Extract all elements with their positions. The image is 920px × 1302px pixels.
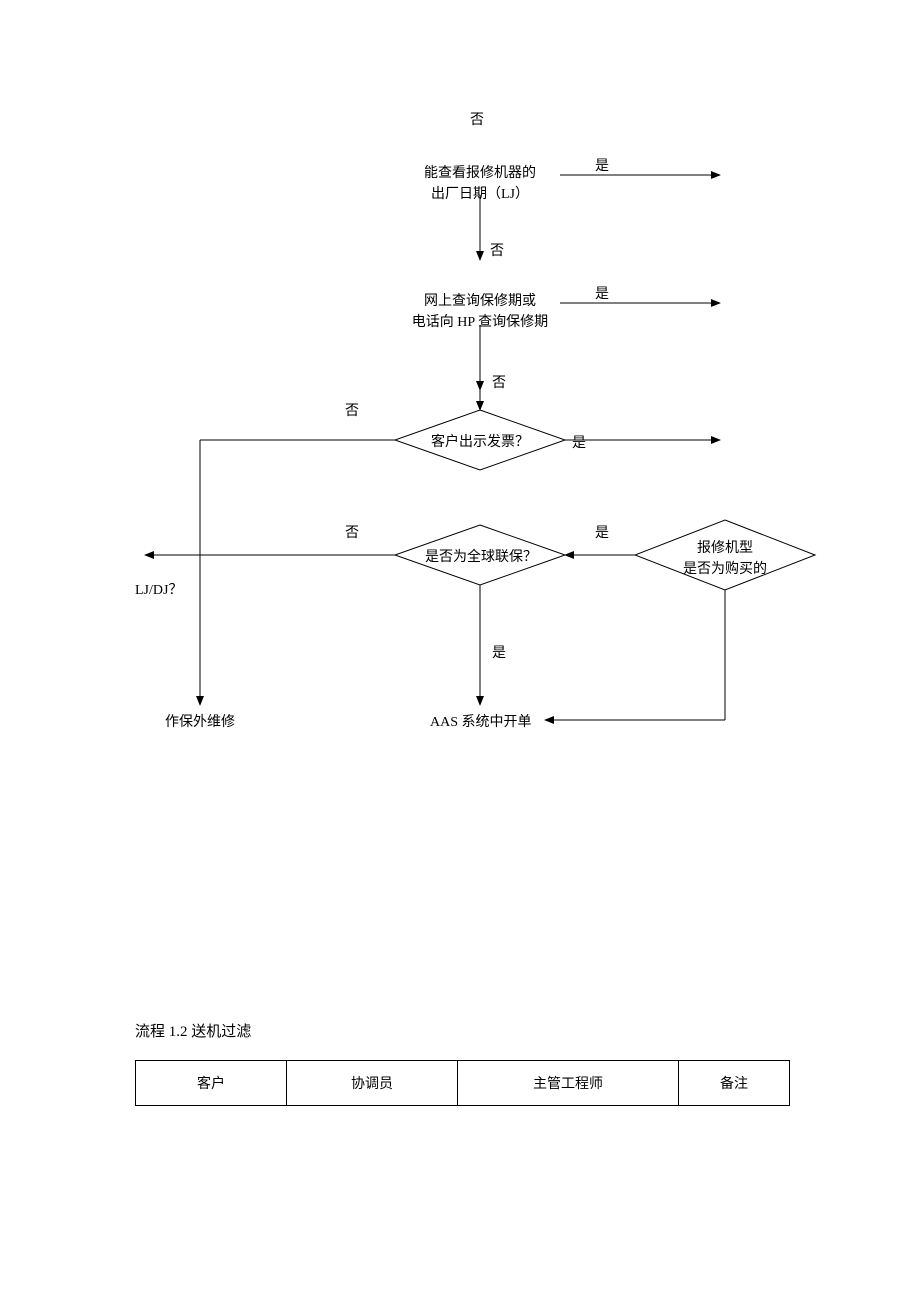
node-online-query: 网上查询保修期或 电话向 HP 查询保修期: [406, 291, 554, 333]
table-header-cell: 备注: [679, 1061, 790, 1106]
label-online-query-yes: 是: [595, 283, 609, 303]
page-canvas: 否 能查看报修机器的 出厂日期（LJ） 是 否 网上查询保修期或 电话向 HP …: [0, 0, 920, 1302]
header-table: 客户协调员主管工程师备注: [135, 1060, 790, 1106]
label-factory-date-yes: 是: [595, 155, 609, 175]
label-top-no: 否: [470, 110, 484, 131]
node-global: 是否为全球联保？: [425, 547, 535, 568]
section-title: 流程 1.2 送机过滤: [135, 1020, 251, 1041]
label-invoice-yes: 是: [572, 432, 586, 452]
node-factory-date: 能查看报修机器的 出厂日期（LJ）: [418, 163, 542, 205]
node-aas: AAS 系统中开单: [430, 712, 532, 733]
table-header-cell: 客户: [136, 1061, 287, 1106]
label-global-no: 否: [345, 522, 359, 542]
table-header-cell: 协调员: [287, 1061, 458, 1106]
label-factory-date-no: 否: [490, 240, 504, 260]
node-ljdj: LJ/DJ？: [135, 580, 182, 601]
table-header-cell: 主管工程师: [458, 1061, 679, 1106]
table-row: 客户协调员主管工程师备注: [136, 1061, 790, 1106]
label-invoice-no: 否: [345, 400, 359, 420]
label-global-yes: 是: [595, 522, 609, 542]
node-out-of-warranty: 作保外维修: [165, 712, 235, 733]
label-global-down-yes: 是: [492, 642, 506, 662]
node-purchased: 报修机型 是否为购买的: [680, 538, 770, 580]
label-online-query-no: 否: [492, 372, 506, 392]
node-invoice: 客户出示发票？: [430, 432, 530, 453]
